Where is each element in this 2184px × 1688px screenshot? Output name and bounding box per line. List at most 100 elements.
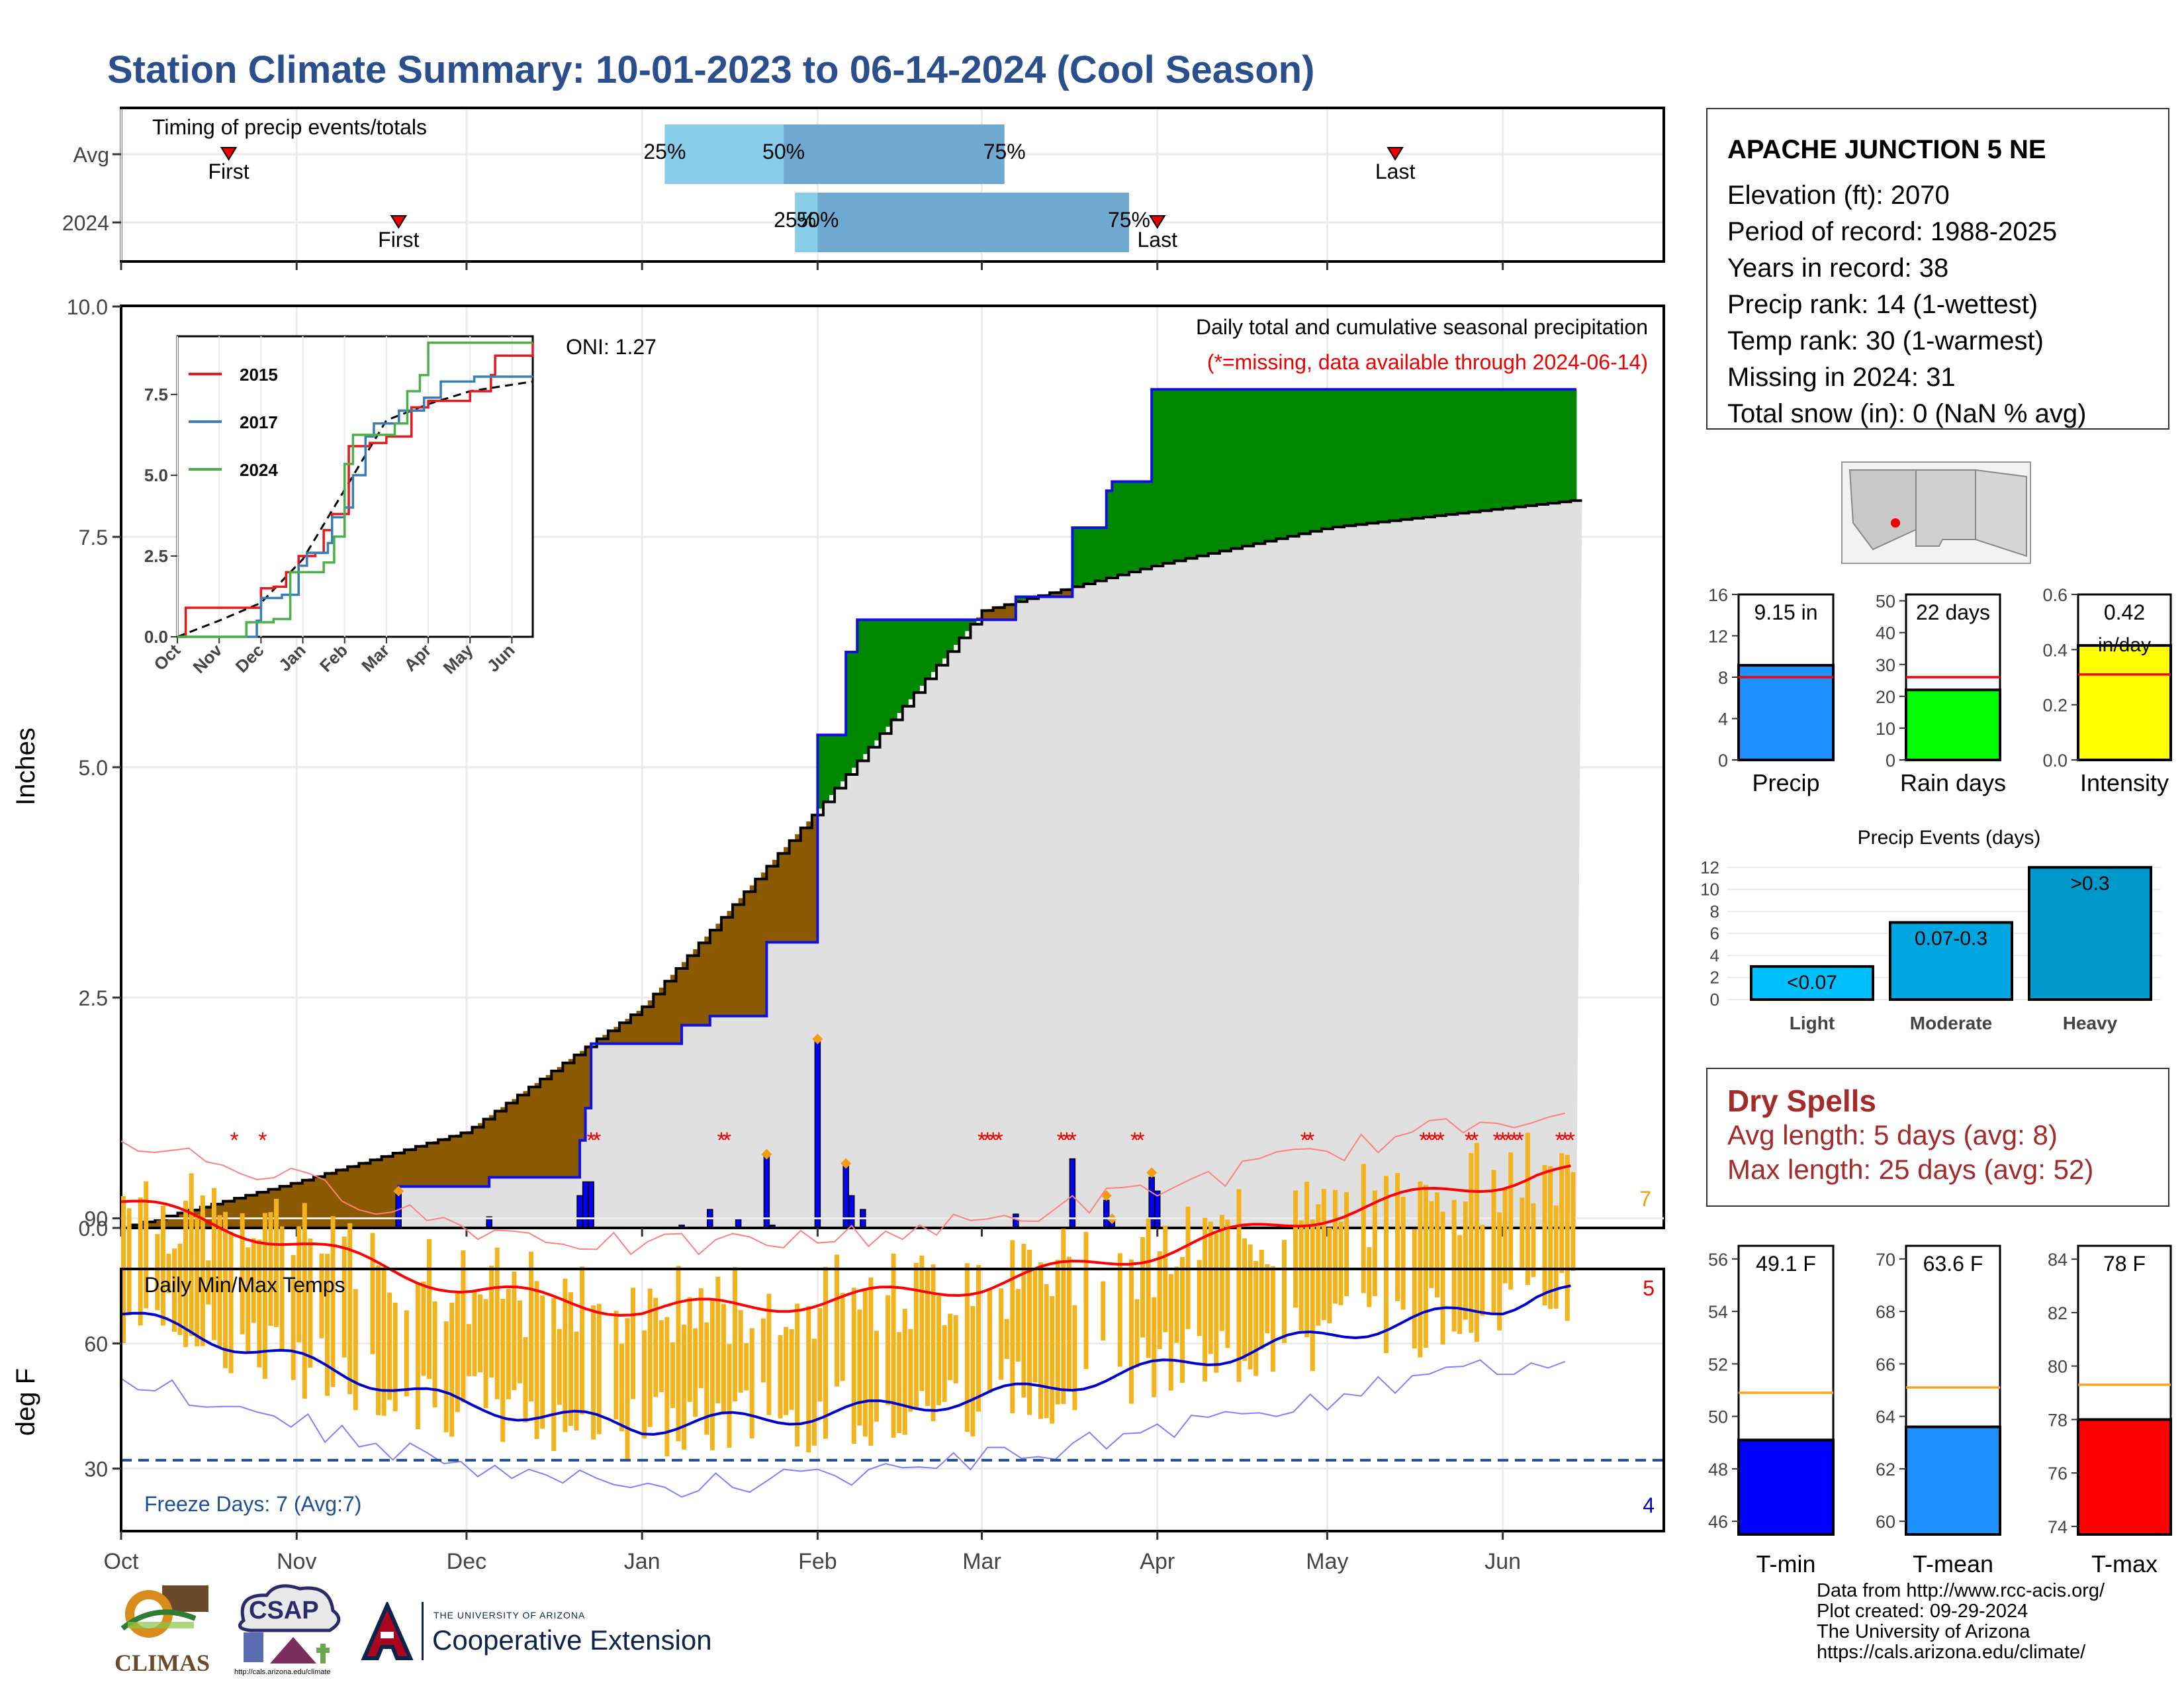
missing-day-marker: * — [1419, 1128, 1428, 1153]
daily-max-marker — [1146, 1167, 1158, 1178]
tmean-summary-y-tick-label: 60 — [1876, 1512, 1895, 1532]
station-line: Temp rank: 30 (1-warmest) — [1727, 326, 2044, 355]
missing-day-marker: * — [717, 1128, 725, 1153]
inset-y-tick-label: 7.5 — [144, 385, 168, 404]
temp-y-tick-label: 60 — [84, 1333, 108, 1356]
inset-series-line — [177, 342, 534, 638]
temp-x-tick-label: Feb — [798, 1549, 837, 1574]
rain-days-summary-y-tick-label: 0 — [1886, 751, 1895, 771]
temp-x-tick-label: Mar — [962, 1549, 1001, 1574]
events-category-label: Light — [1790, 1013, 1835, 1033]
timing-p75-label: 75% — [1108, 208, 1150, 232]
csap-logo-url: http://cals.arizona.edu/climate — [234, 1668, 331, 1676]
tmin-summary-y-tick-label: 48 — [1708, 1460, 1728, 1479]
missing-day-marker: * — [1425, 1128, 1433, 1153]
last-label: Last — [1138, 228, 1178, 252]
missing-day-marker: * — [995, 1128, 1003, 1153]
precip-y-tick-label: 0.0 — [79, 1217, 108, 1241]
temp-x-tick-label: Dec — [447, 1549, 486, 1574]
missing-day-marker: * — [1555, 1128, 1564, 1153]
timing-p75-label: 75% — [983, 140, 1026, 164]
station-info-box: APACHE JUNCTION 5 NE Elevation (ft): 207… — [1706, 108, 2169, 430]
tmax-summary-y-tick-label: 84 — [2048, 1250, 2068, 1270]
credits: Data from http://www.rcc-acis.org/ Plot … — [1817, 1581, 2105, 1663]
tmin-summary-y-tick-label: 52 — [1708, 1354, 1728, 1374]
precip-summary-y-tick-label: 0 — [1718, 751, 1728, 771]
page-title: Station Climate Summary: 10-01-2023 to 0… — [107, 48, 1315, 91]
surplus-area — [121, 389, 1577, 1228]
events-title: Precip Events (days) — [1858, 827, 2041, 849]
inset-legend-label: 2017 — [240, 412, 278, 432]
precip-y-tick-label: 10.0 — [67, 295, 108, 319]
temp-title: Daily Min/Max Temps — [144, 1273, 345, 1297]
timing-p25-label: 25% — [643, 140, 686, 164]
tmax-summary-y-tick-label: 82 — [2048, 1303, 2068, 1323]
timing-title: Timing of precip events/totals — [152, 115, 427, 139]
inset-series-line — [177, 342, 533, 638]
precip-summary-y-tick-label: 4 — [1718, 710, 1728, 729]
tmax-summary-y-tick-label: 76 — [2048, 1464, 2068, 1483]
tmax-summary-name: T-max — [2091, 1550, 2158, 1577]
cold-count-label: 4 — [1643, 1493, 1655, 1517]
tmin-summary-y-tick-label: 56 — [1708, 1250, 1728, 1270]
tmax-summary-bar — [2077, 1418, 2172, 1536]
dry-spells-title: Dry Spells — [1727, 1084, 1876, 1118]
precip-summary-y-tick-label: 12 — [1708, 627, 1728, 647]
tmax-summary-y-tick-label: 74 — [2048, 1517, 2068, 1537]
rain-days-summary-y-tick-label: 40 — [1876, 624, 1895, 643]
intensity-summary-name: Intensity — [2080, 769, 2169, 796]
daily-max-marker — [812, 1033, 823, 1045]
temp-x-tick-label: Oct — [104, 1549, 139, 1574]
station-line: Years in record: 38 — [1727, 254, 1949, 283]
timing-p25-label: 25% — [774, 208, 816, 232]
timing-bar-25-50 — [664, 124, 784, 184]
daily-precip-bar — [582, 1181, 589, 1229]
timing-bar-50-75 — [817, 193, 1129, 252]
daily-precip-bar — [848, 1195, 855, 1229]
map-state-new-mexico — [1915, 469, 1976, 547]
timing-bar-25-50 — [795, 193, 818, 252]
daily-max-marker — [841, 1158, 852, 1169]
rain-days-summary-value-label: 22 days — [1916, 600, 1990, 624]
map-state-arizona — [1848, 469, 1917, 551]
cumulative-2024-line — [121, 388, 1576, 1229]
tmin-summary-y-tick-label: 46 — [1708, 1512, 1728, 1532]
station-line: Total snow (in): 0 (NaN % avg) — [1727, 399, 2087, 428]
tmin-avg-line — [120, 1284, 1571, 1436]
tmean-summary-bar — [1905, 1425, 2001, 1536]
daily-precip-bar — [763, 1153, 770, 1229]
events-category-label: Heavy — [2063, 1013, 2118, 1033]
missing-day-marker: * — [1436, 1128, 1445, 1153]
first-marker — [220, 147, 238, 161]
last-label: Last — [1375, 160, 1416, 183]
dry-spells-avg: Avg length: 5 days (avg: 8) — [1727, 1119, 2058, 1150]
missing-day-marker: * — [1498, 1128, 1507, 1153]
tmean-summary-y-tick-label: 64 — [1876, 1407, 1895, 1427]
precip-subtitle: (*=missing, data available through 2024-… — [1207, 350, 1648, 374]
precip-y-tick-label: 7.5 — [79, 526, 108, 549]
inset-y-tick-label: 0.0 — [144, 627, 168, 647]
timing-row-label: 2024 — [62, 211, 109, 235]
csap-logo-icon — [238, 1584, 341, 1664]
rain-days-summary-y-tick-label: 10 — [1876, 719, 1895, 739]
timing-p50-label: 50% — [796, 208, 839, 232]
missing-day-marker: * — [1567, 1128, 1575, 1153]
temp-frame — [120, 1268, 1665, 1532]
ua-logo: THE UNIVERSITY OF ARIZONA Cooperative Ex… — [361, 1600, 745, 1662]
last-marker — [1148, 215, 1166, 229]
missing-day-marker: * — [1516, 1128, 1524, 1153]
record-low-line — [120, 1359, 1566, 1498]
events-y-tick-label: 6 — [1710, 923, 1719, 943]
tmean-summary-y-tick-label: 68 — [1876, 1302, 1895, 1322]
daily-precip-bar — [735, 1218, 742, 1229]
events-y-tick-label: 8 — [1710, 902, 1719, 921]
missing-day-marker: * — [1057, 1128, 1066, 1153]
inset-legend-label: 2024 — [240, 460, 278, 480]
missing-day-marker: * — [1136, 1128, 1144, 1153]
climas-logo-icon — [120, 1585, 208, 1638]
station-line: Missing in 2024: 31 — [1727, 363, 1956, 392]
precip-summary-name: Precip — [1752, 769, 1819, 796]
intensity-summary-y-tick-label: 0.6 — [2042, 585, 2068, 605]
tmin-summary-y-tick-label: 50 — [1708, 1407, 1728, 1427]
missing-count-label: 7 — [1639, 1187, 1651, 1211]
